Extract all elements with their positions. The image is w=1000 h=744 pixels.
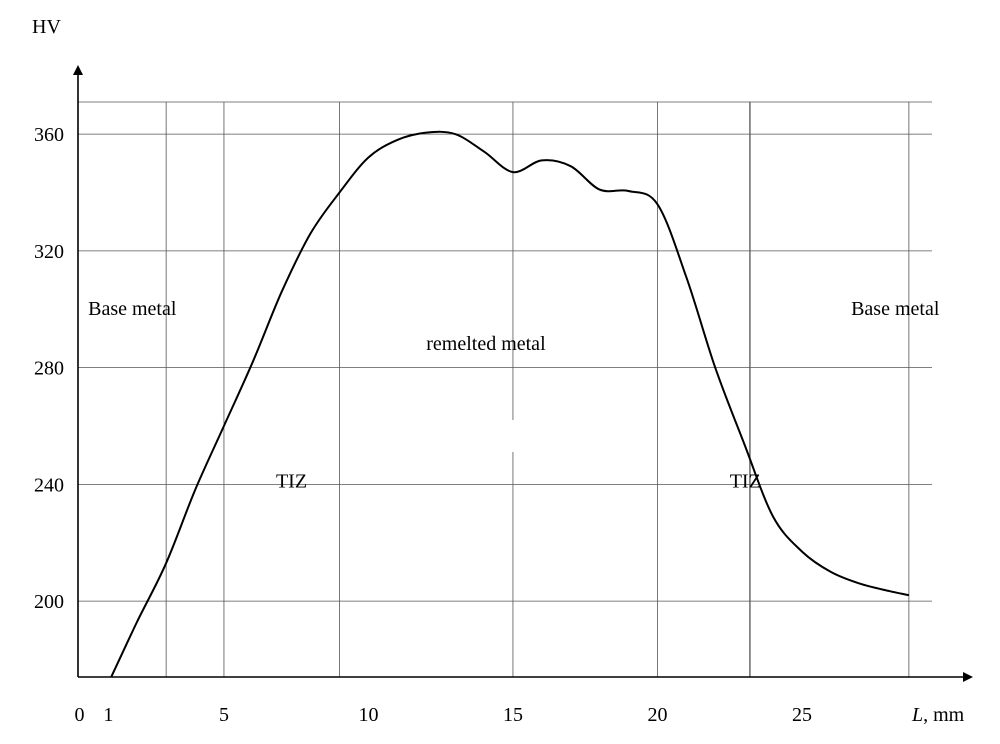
y-axis-label: HV [32, 16, 61, 38]
x-tick-label-5: 5 [219, 704, 229, 726]
x-axis-label-unit: , mm [923, 704, 965, 726]
horizontal-grid [78, 101, 932, 602]
x-tick-label-1: 1 [103, 704, 113, 726]
x-tick-label-10: 10 [358, 704, 378, 726]
region-label-tiz-right: TIZ [730, 470, 761, 492]
region-label-tiz-left: TIZ [276, 470, 307, 492]
y-tick-label-320: 320 [34, 241, 64, 263]
y-tick-label-200: 200 [34, 591, 64, 613]
hardness-series-line [110, 130, 910, 678]
series-points [109, 131, 911, 679]
x-tick-label-20: 20 [647, 704, 667, 726]
y-tick-label-360: 360 [34, 124, 64, 146]
y-tick-label-240: 240 [34, 474, 64, 496]
x-tick-labels: 0 1 5 10 15 20 25 [74, 704, 812, 726]
x-tick-label-25: 25 [792, 704, 812, 726]
y-tick-label-280: 280 [34, 358, 64, 380]
region-label-remelted-metal: remelted metal [426, 333, 546, 355]
x-axis-label: L, mm [911, 704, 965, 726]
vertical-grid [165, 102, 910, 677]
region-label-base-metal-right: Base metal [851, 298, 940, 320]
x-axis-label-symbol: L [911, 704, 923, 726]
x-tick-label-15: 15 [503, 704, 523, 726]
region-labels: Base metal remelted metal TIZ TIZ Base metal [88, 298, 940, 492]
x-tick-label-0: 0 [74, 704, 84, 726]
y-tick-labels: 200 240 280 320 360 [34, 124, 64, 613]
region-label-base-metal-left: Base metal [88, 298, 177, 320]
